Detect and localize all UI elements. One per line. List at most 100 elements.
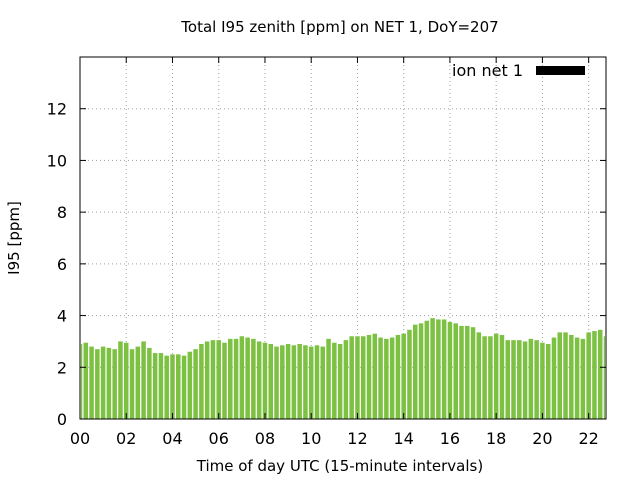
bar bbox=[488, 336, 493, 419]
bar bbox=[557, 332, 563, 419]
x-tick-label: 18 bbox=[486, 429, 506, 448]
bar bbox=[447, 322, 453, 419]
bar bbox=[262, 342, 268, 419]
bar bbox=[586, 332, 591, 419]
bar bbox=[135, 346, 141, 419]
bar bbox=[239, 336, 245, 419]
bar bbox=[436, 319, 441, 419]
bar bbox=[83, 342, 89, 419]
legend: ion net 1 bbox=[452, 61, 585, 80]
bar bbox=[580, 338, 586, 419]
bar bbox=[441, 319, 447, 419]
bar bbox=[210, 340, 216, 419]
bar bbox=[355, 336, 360, 419]
bar bbox=[147, 347, 152, 419]
bar bbox=[326, 338, 331, 419]
x-tick-label: 08 bbox=[255, 429, 275, 448]
bar bbox=[372, 333, 378, 419]
bar bbox=[216, 340, 221, 419]
bar bbox=[118, 341, 123, 419]
bar bbox=[245, 337, 250, 419]
bar bbox=[343, 340, 349, 419]
bar bbox=[320, 346, 326, 419]
bar bbox=[511, 340, 516, 419]
bar bbox=[141, 341, 146, 419]
x-tick-label: 00 bbox=[70, 429, 90, 448]
bar bbox=[545, 344, 551, 419]
bar bbox=[407, 329, 412, 419]
bar bbox=[152, 353, 158, 419]
bar bbox=[129, 349, 135, 419]
bar bbox=[314, 345, 320, 419]
bar bbox=[563, 332, 568, 419]
bar bbox=[574, 337, 580, 419]
bar bbox=[222, 342, 227, 419]
bar bbox=[378, 337, 383, 419]
x-tick-label: 10 bbox=[301, 429, 321, 448]
y-tick-label: 0 bbox=[57, 410, 67, 429]
bar bbox=[401, 333, 406, 419]
x-tick-label: 02 bbox=[116, 429, 136, 448]
bar bbox=[291, 345, 297, 419]
bar bbox=[366, 334, 372, 419]
bar bbox=[158, 353, 164, 419]
y-tick-label: 6 bbox=[57, 255, 67, 274]
y-tick-label: 12 bbox=[47, 100, 67, 119]
bar bbox=[384, 338, 389, 419]
bar bbox=[493, 333, 499, 419]
bar bbox=[95, 349, 100, 419]
x-tick-label: 14 bbox=[394, 429, 414, 448]
bar bbox=[199, 344, 204, 419]
bar bbox=[332, 342, 337, 419]
bar bbox=[123, 342, 129, 419]
bar bbox=[551, 337, 557, 419]
x-tick-label: 12 bbox=[347, 429, 367, 448]
bar bbox=[349, 336, 354, 419]
bar bbox=[482, 336, 487, 419]
y-tick-label: 8 bbox=[57, 203, 67, 222]
bar bbox=[499, 334, 505, 419]
bar bbox=[308, 346, 314, 419]
bar bbox=[453, 323, 458, 419]
bar bbox=[360, 336, 366, 419]
bar bbox=[280, 345, 285, 419]
bars bbox=[81, 318, 605, 419]
plot-frame bbox=[79, 56, 607, 420]
bar bbox=[187, 351, 193, 419]
x-tick-label: 22 bbox=[578, 429, 598, 448]
bar bbox=[251, 338, 256, 419]
bar bbox=[100, 346, 106, 419]
bar bbox=[233, 338, 239, 419]
bar bbox=[430, 318, 435, 419]
bar bbox=[164, 355, 169, 419]
chart-title: Total I95 zenith [ppm] on NET 1, DoY=207 bbox=[180, 18, 498, 36]
y-tick-label: 4 bbox=[57, 307, 67, 326]
x-tick-label: 20 bbox=[532, 429, 552, 448]
bar bbox=[412, 324, 418, 419]
x-axis-title: Time of day UTC (15-minute intervals) bbox=[196, 457, 483, 475]
bar bbox=[424, 320, 430, 419]
bar bbox=[106, 347, 112, 419]
y-axis-title: I95 [ppm] bbox=[5, 201, 23, 275]
bar bbox=[274, 346, 279, 419]
bar bbox=[603, 336, 605, 419]
y-tick-label: 10 bbox=[47, 151, 67, 170]
bar bbox=[592, 331, 597, 419]
bar bbox=[303, 345, 308, 419]
bar bbox=[505, 340, 510, 419]
bar bbox=[297, 344, 302, 419]
bar bbox=[337, 344, 343, 419]
x-tick-label: 04 bbox=[162, 429, 182, 448]
bar bbox=[170, 354, 175, 419]
bar bbox=[597, 329, 603, 419]
bar bbox=[476, 332, 482, 419]
bar bbox=[389, 337, 395, 419]
bar bbox=[89, 346, 94, 419]
y-tick-label: 2 bbox=[57, 358, 67, 377]
bar bbox=[112, 349, 117, 419]
legend-label: ion net 1 bbox=[452, 61, 523, 80]
bar bbox=[517, 340, 522, 419]
bar bbox=[459, 325, 464, 419]
